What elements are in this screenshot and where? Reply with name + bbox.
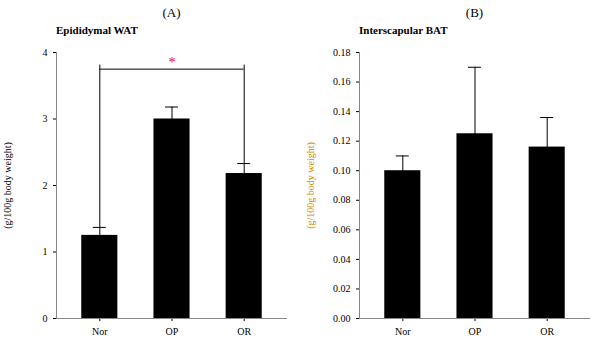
svg-text:0.18: 0.18: [333, 47, 351, 58]
svg-text:0.02: 0.02: [333, 283, 351, 294]
html-text:Epididymal WAT: Epididymal WAT: [56, 24, 138, 36]
svg-text:(g/100g body weight): (g/100g body weight): [2, 142, 14, 229]
svg-text:2: 2: [43, 180, 48, 191]
svg-text:OR: OR: [540, 326, 554, 337]
svg-text:0.12: 0.12: [333, 135, 351, 146]
svg-text:0: 0: [43, 313, 48, 324]
svg-text:3: 3: [43, 113, 48, 124]
svg-text:0.08: 0.08: [333, 194, 351, 205]
svg-text:0.10: 0.10: [333, 165, 351, 176]
svg-text:(g/100g body weight): (g/100g body weight): [305, 142, 317, 229]
svg-text:0.00: 0.00: [333, 313, 351, 324]
svg-text:Nor: Nor: [395, 326, 411, 337]
svg-text:*: *: [169, 55, 176, 70]
svg-text:0.06: 0.06: [333, 224, 351, 235]
svg-text:1: 1: [43, 246, 48, 257]
svg-text:OP: OP: [469, 326, 482, 337]
html-text:Interscapular BAT: Interscapular BAT: [359, 24, 448, 36]
svg-text:OP: OP: [166, 326, 179, 337]
svg-text:4: 4: [43, 47, 48, 58]
svg-text:0.14: 0.14: [333, 106, 351, 117]
svg-text:Nor: Nor: [92, 326, 108, 337]
svg-text:OR: OR: [237, 326, 251, 337]
svg-text:0.16: 0.16: [333, 76, 351, 87]
html-text:(A): (A): [162, 5, 181, 20]
html-text:(B): (B): [465, 5, 484, 20]
svg-text:0.04: 0.04: [333, 254, 351, 265]
